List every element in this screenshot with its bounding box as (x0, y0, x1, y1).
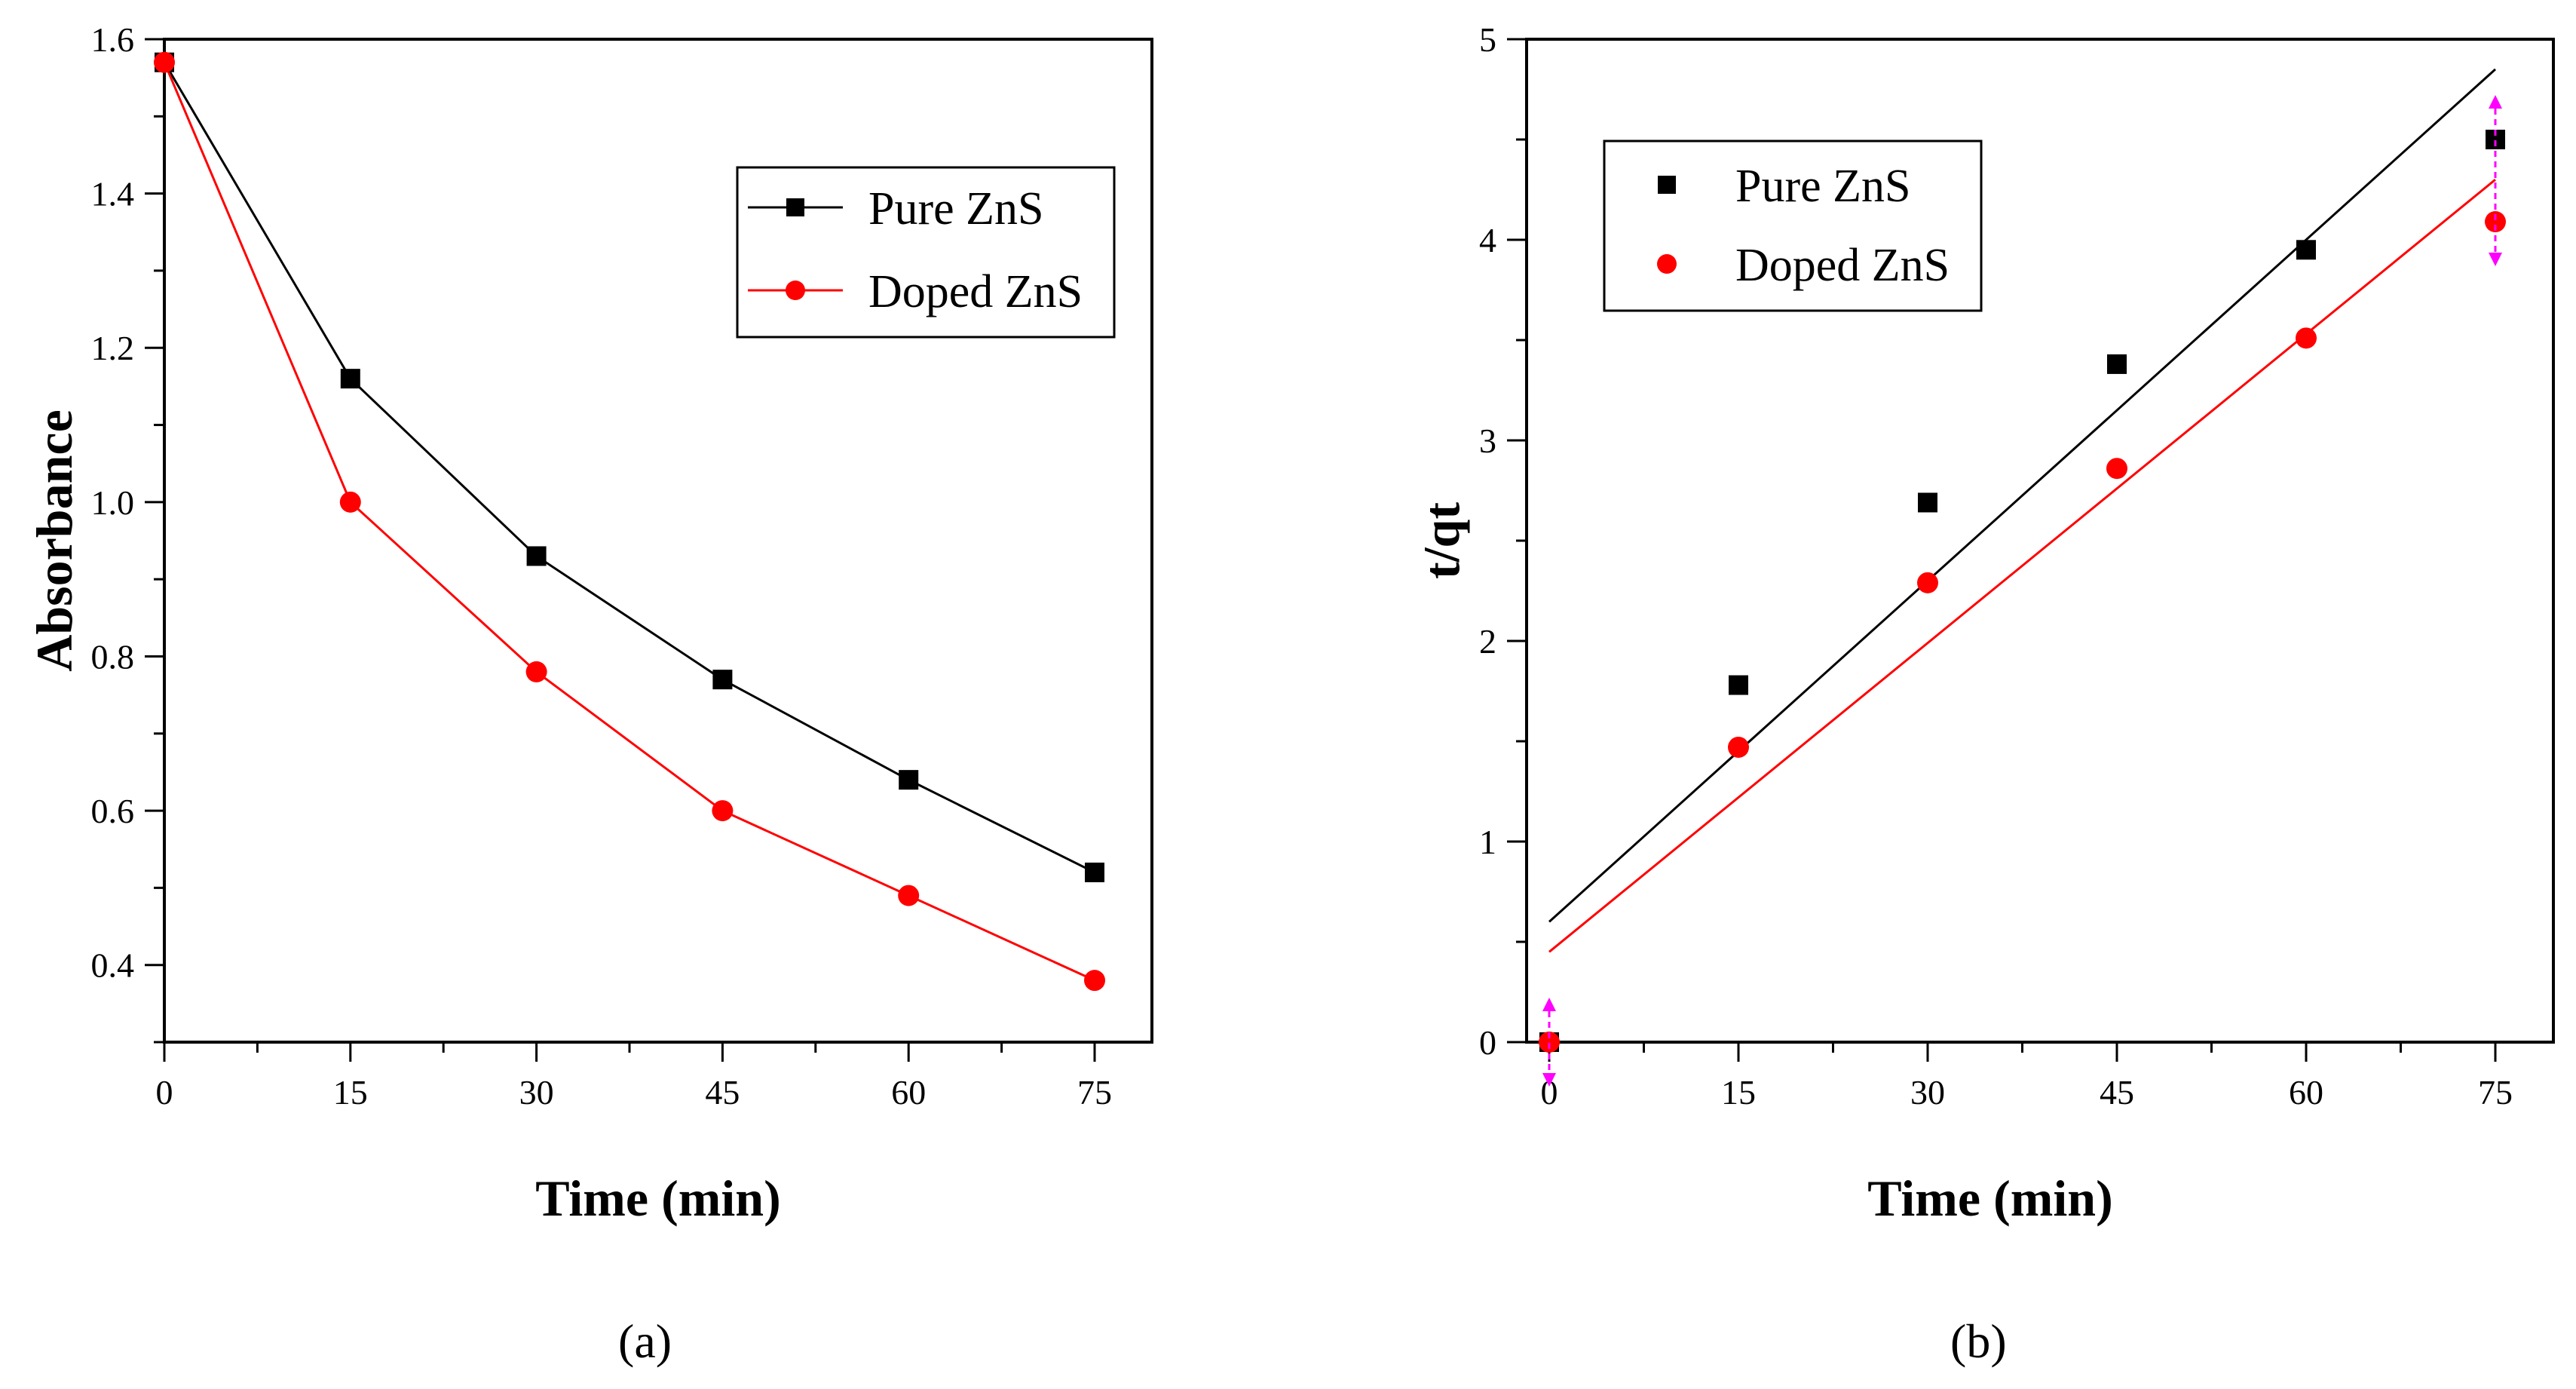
legend-box-a (736, 166, 1116, 339)
legend-box-b (1603, 140, 1983, 312)
axis-ticks-a: 0 15 30 45 60 75 0.4 0.6 0.8 1.0 1.2 1.4 1.6 (91, 20, 1113, 1112)
y-tick-label: 0.8 (91, 637, 135, 676)
x-tick-label: 30 (519, 1073, 554, 1112)
x-tick-label: 30 (1910, 1073, 1945, 1112)
x-tick-label: 15 (1721, 1073, 1756, 1112)
data-point-pure-zns (712, 670, 733, 690)
data-point-pure-zns (899, 770, 919, 790)
legend-marker-doped-a (786, 281, 805, 300)
data-point-doped-zns (898, 885, 920, 906)
chart-a: 0 15 30 45 60 75 0.4 0.6 0.8 1.0 1.2 1.4 1.6 Absorba… (26, 20, 1153, 1368)
panel-label-b: (b) (1950, 1314, 2007, 1368)
data-point-doped-zns (1917, 572, 1938, 593)
data-point-pure-zns (1918, 492, 1937, 513)
x-tick-label: 15 (333, 1073, 368, 1112)
y-tick-label: 0.4 (91, 946, 135, 985)
legend-a: Pure ZnS Doped ZnS (736, 166, 1116, 339)
y-tick-label: 0.6 (91, 792, 135, 830)
y-tick-label: 1.6 (91, 20, 135, 59)
x-axis-title-b: Time (min) (1867, 1170, 2113, 1227)
data-point-doped-zns (339, 491, 361, 513)
data-point-doped-zns (1728, 736, 1749, 758)
data-point-pure-zns (1729, 675, 1748, 695)
y-tick-label: 5 (1479, 20, 1496, 59)
fit-line-pure-zns (1548, 68, 2497, 923)
plot-frame-a (163, 38, 1153, 1044)
legend-label-pure-b: Pure ZnS (1735, 161, 1911, 212)
data-point-pure-zns (2296, 240, 2316, 260)
y-axis-title-b: t/qt (1413, 502, 1470, 579)
y-axis-title-a: Absorbance (26, 409, 83, 672)
highlight-arrow (1542, 998, 1556, 1011)
x-tick-label: 60 (2289, 1073, 2323, 1112)
legend-label-doped-a: Doped ZnS (868, 266, 1083, 317)
data-point-doped-zns (2106, 458, 2127, 480)
x-tick-label: 60 (891, 1073, 926, 1112)
x-tick-label: 75 (1077, 1073, 1112, 1112)
y-tick-label: 1.2 (91, 329, 135, 367)
data-point-pure-zns (526, 546, 547, 566)
data-point-doped-zns (2296, 327, 2317, 349)
y-tick-label: 1.0 (91, 483, 135, 522)
x-tick-label: 45 (2100, 1073, 2134, 1112)
series-lines-a (163, 61, 1095, 982)
highlight-arrow (1542, 1073, 1556, 1087)
legend-b: Pure ZnS Doped ZnS (1603, 140, 1983, 312)
data-point-doped-zns (525, 661, 547, 682)
data-point-doped-zns (154, 51, 175, 73)
data-point-doped-zns (712, 800, 734, 822)
data-point-doped-zns (2485, 211, 2506, 233)
y-tick-label: 1 (1479, 823, 1496, 861)
data-point-doped-zns (1084, 970, 1105, 992)
legend-marker-pure-a (786, 198, 804, 216)
y-tick-label: 0 (1479, 1023, 1496, 1062)
data-point-doped-zns (1539, 1032, 1560, 1053)
y-tick-label: 2 (1479, 622, 1496, 661)
series-line-pure-zns (163, 61, 1095, 874)
data-point-pure-zns (2107, 354, 2127, 374)
x-tick-label: 75 (2478, 1073, 2513, 1112)
highlight-arrow (2489, 95, 2502, 109)
legend-label-doped-b: Doped ZnS (1735, 240, 1950, 291)
x-tick-label: 45 (705, 1073, 740, 1112)
y-tick-label: 3 (1479, 422, 1496, 460)
panel-label-a: (a) (618, 1314, 672, 1368)
y-tick-label: 1.4 (91, 175, 135, 213)
data-point-pure-zns (1085, 862, 1104, 882)
highlight-markers-b (1542, 95, 2502, 1087)
legend-label-pure-a: Pure ZnS (868, 183, 1044, 235)
y-tick-label: 4 (1479, 221, 1496, 259)
x-tick-label: 0 (1541, 1073, 1558, 1112)
legend-marker-doped-b (1657, 254, 1677, 274)
fit-line-doped-zns (1548, 179, 2496, 953)
highlight-arrow (2489, 253, 2502, 267)
x-tick-label: 0 (156, 1073, 173, 1112)
series-line-doped-zns (163, 62, 1095, 982)
fit-lines-b (1548, 68, 2497, 953)
data-point-pure-zns (340, 369, 360, 389)
legend-marker-pure-b (1658, 176, 1676, 194)
series-markers-a (154, 51, 1105, 992)
x-axis-title-a: Time (min) (535, 1170, 781, 1227)
